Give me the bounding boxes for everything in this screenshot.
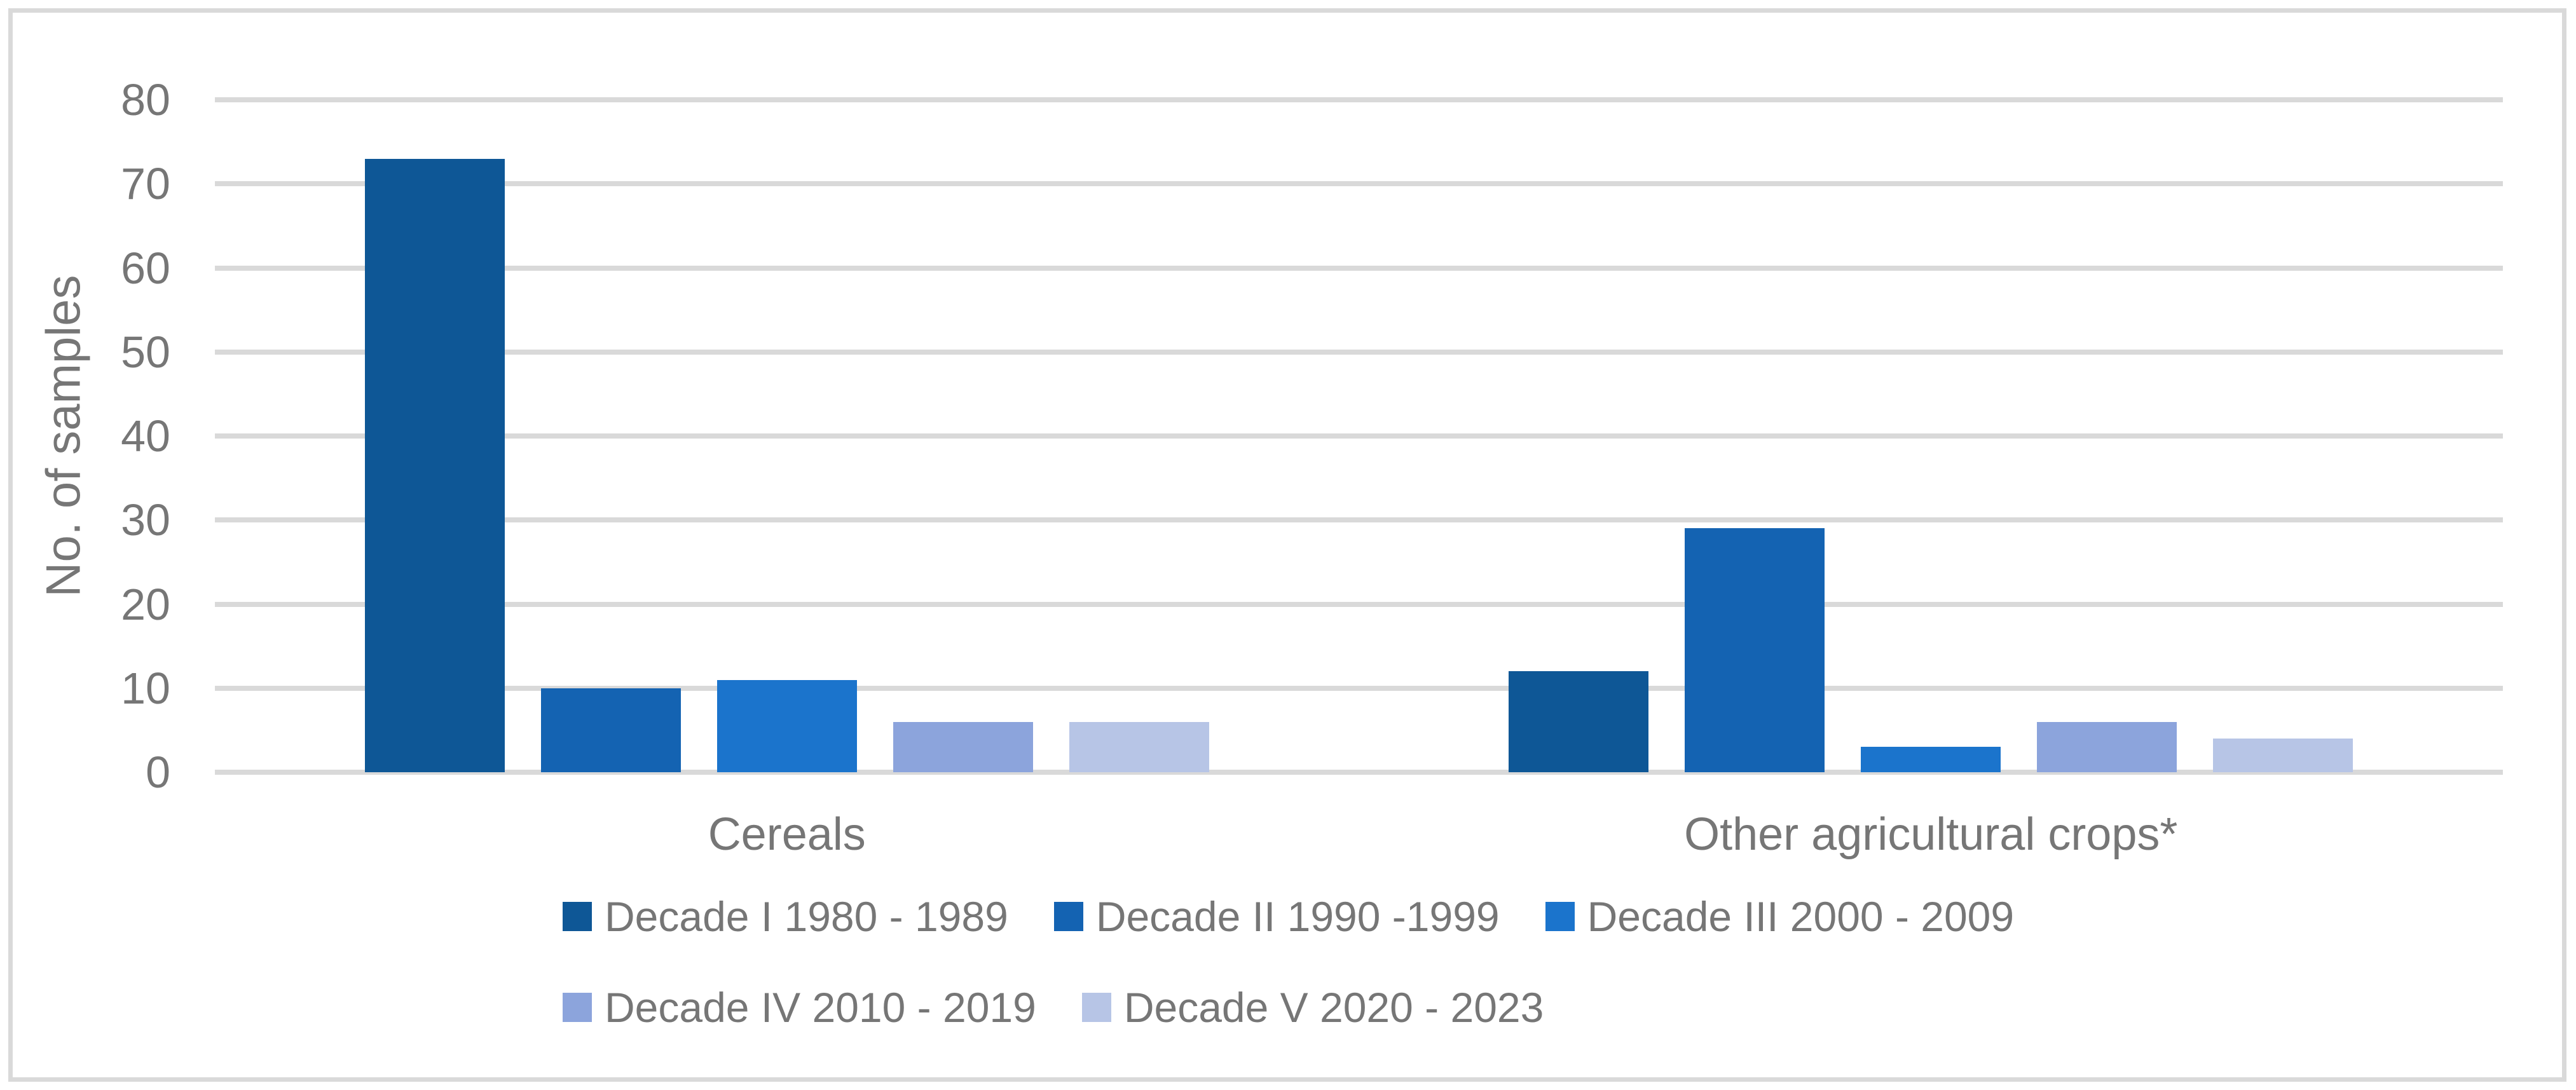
category-label-cereals: Cereals (708, 809, 866, 860)
y-tick-label-30: 30 (121, 495, 170, 545)
bar-decade-ii-1990-1999-cereals (540, 688, 681, 772)
legend-label: Decade IV 2010 - 2019 (605, 984, 1036, 1031)
x-axis-category-labels: Cereals Other agricultural crops* (215, 808, 2503, 861)
legend-label: Decade II 1990 -1999 (1095, 893, 1500, 940)
bar-decade-iii-2000-2009-cereals (716, 679, 857, 772)
gridline-0 (215, 770, 2503, 775)
gridline-30 (215, 517, 2503, 523)
y-tick-label-20: 20 (121, 579, 170, 629)
legend-swatch-icon (1545, 902, 1575, 931)
plot-area (215, 97, 2503, 775)
legend-row-1: Decade I 1980 - 1989 Decade II 1990 -1999… (563, 891, 2060, 942)
gridline-50 (215, 349, 2503, 355)
gridline-40 (215, 433, 2503, 439)
gridline-80 (215, 97, 2503, 102)
bar-decade-v-2020-2023-other-agricultural-crops (2213, 739, 2353, 772)
legend-item-decade-iv-2010-2019: Decade IV 2010 - 2019 (563, 983, 1036, 1032)
gridline-70 (215, 181, 2503, 187)
legend-label: Decade I 1980 - 1989 (605, 893, 1008, 940)
gridline-20 (215, 601, 2503, 607)
legend-label: Decade III 2000 - 2009 (1587, 893, 2015, 940)
bar-decade-v-2020-2023-cereals (1069, 721, 1209, 772)
y-tick-label-50: 50 (121, 327, 170, 377)
legend-label: Decade V 2020 - 2023 (1123, 984, 1544, 1031)
y-tick-label-60: 60 (121, 243, 170, 293)
y-axis-tick-labels: 0 10 20 30 40 50 60 70 80 (0, 78, 170, 794)
gridline-10 (215, 685, 2503, 691)
category-label-other-agricultural-crops: Other agricultural crops* (1684, 809, 2178, 860)
legend-row-2: Decade IV 2010 - 2019 Decade V 2020 - 202… (563, 982, 2060, 1033)
bar-decade-ii-1990-1999-other-agricultural-crops (1685, 528, 1825, 772)
bar-decade-i-1980-1989-other-agricultural-crops (1509, 671, 1649, 772)
y-tick-label-80: 80 (121, 75, 170, 125)
y-tick-label-0: 0 (146, 747, 170, 797)
bar-decade-iv-2010-2019-cereals (893, 721, 1033, 772)
chart-border (8, 8, 2566, 1082)
y-tick-label-10: 10 (121, 663, 170, 713)
legend: Decade I 1980 - 1989 Decade II 1990 -1999… (563, 891, 2060, 1073)
bar-decade-iv-2010-2019-other-agricultural-crops (2037, 721, 2177, 772)
bar-decade-iii-2000-2009-other-agricultural-crops (1861, 747, 2001, 772)
legend-swatch-icon (563, 902, 592, 931)
y-tick-label-70: 70 (121, 159, 170, 209)
y-tick-label-40: 40 (121, 411, 170, 461)
legend-swatch-icon (1053, 902, 1083, 931)
legend-swatch-icon (1081, 993, 1111, 1022)
bar-decade-i-1980-1989-cereals (364, 158, 505, 772)
legend-item-decade-v-2020-2023: Decade V 2020 - 2023 (1081, 983, 1544, 1032)
gridline-60 (215, 265, 2503, 271)
legend-item-decade-i-1980-1989: Decade I 1980 - 1989 (563, 892, 1008, 941)
legend-swatch-icon (563, 993, 592, 1022)
legend-item-decade-iii-2000-2009: Decade III 2000 - 2009 (1545, 892, 2014, 941)
legend-item-decade-ii-1990-1999: Decade II 1990 -1999 (1053, 892, 1500, 941)
